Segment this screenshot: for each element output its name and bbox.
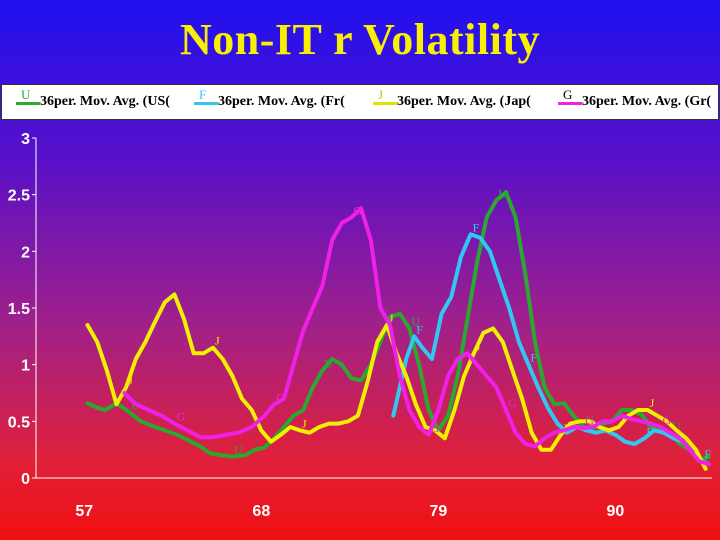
series-marker-j: J — [476, 339, 481, 353]
x-tick-label: 79 — [429, 503, 447, 520]
series-marker-u: U — [498, 186, 507, 200]
series-line-j — [85, 292, 708, 471]
series-marker-j: J — [650, 396, 655, 410]
legend-symbol-jap: J — [378, 87, 384, 102]
legend-marker-fr: F — [194, 88, 218, 107]
series-marker-g: G — [662, 413, 671, 427]
series-marker-u: U — [234, 442, 243, 456]
series-marker-j: J — [215, 334, 220, 348]
series-line-g — [122, 206, 711, 467]
y-tick-label: 2 — [21, 244, 30, 261]
legend-label-jap: 36per. Mov. Avg. (Jap( — [397, 94, 531, 109]
series-marker-g: G — [431, 421, 440, 435]
series-marker-f: F — [646, 424, 653, 438]
chart-title: Non-IT r Volatility — [180, 15, 540, 64]
series-marker-f: F — [473, 220, 480, 234]
legend-label-us: 36per. Mov. Avg. (US( — [40, 94, 170, 109]
series-marker-u: U — [411, 314, 420, 328]
legend: U 36per. Mov. Avg. (US( F 36per. Mov. Av… — [1, 84, 719, 120]
series-marker-g: G — [176, 410, 185, 424]
legend-label-gr: 36per. Mov. Avg. (Gr( — [582, 94, 712, 109]
series-marker-g: G — [276, 390, 285, 404]
x-tick-label: 57 — [75, 503, 93, 520]
y-tick-label: 0 — [21, 471, 30, 488]
legend-label-fr: 36per. Mov. Avg. (Fr( — [218, 94, 345, 109]
legend-symbol-gr: G — [563, 87, 573, 102]
series-marker-u: U — [672, 419, 681, 433]
series-marker-f: F — [704, 447, 711, 461]
legend-symbol-us: U — [21, 87, 31, 102]
legend-marker-gr: G — [558, 88, 582, 107]
series-line-f — [391, 232, 711, 467]
series-marker-f: F — [531, 351, 538, 365]
legend-marker-jap: J — [373, 88, 397, 107]
y-tick-label: 3 — [21, 131, 30, 148]
series-marker-f: F — [416, 322, 423, 336]
series-marker-g: G — [508, 396, 517, 410]
y-tick-label: 0.5 — [8, 414, 30, 431]
y-tick-label: 2.5 — [8, 188, 30, 205]
series-marker-j: J — [389, 311, 394, 325]
series-marker-g: G — [585, 414, 594, 428]
series-marker-g: G — [353, 203, 362, 217]
series-marker-u: U — [324, 356, 333, 370]
y-tick-label: 1.5 — [8, 301, 30, 318]
legend-symbol-fr: F — [199, 87, 207, 102]
series-marker-j: J — [302, 416, 307, 430]
x-tick-label: 68 — [252, 503, 270, 520]
y-tick-label: 1 — [21, 358, 30, 375]
legend-marker-us: U — [16, 88, 40, 107]
series-marker-j: J — [128, 373, 133, 387]
x-tick-label: 90 — [607, 503, 625, 520]
